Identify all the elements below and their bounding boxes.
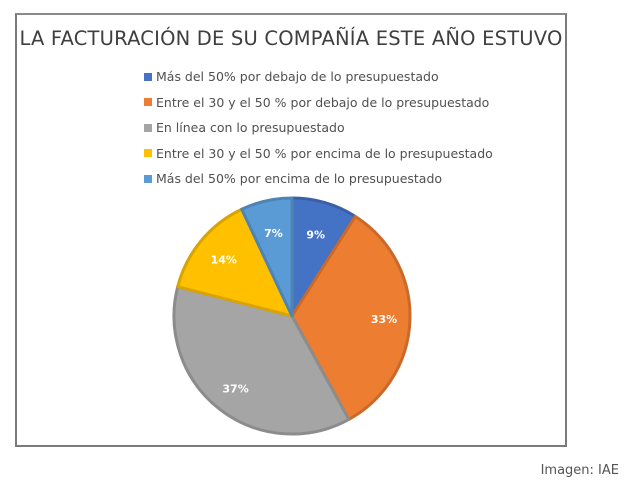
legend-swatch <box>144 72 152 81</box>
legend-swatch <box>144 98 152 107</box>
legend-swatch <box>144 174 152 183</box>
slice-data-label: 33% <box>371 313 397 326</box>
slice-data-label: 14% <box>211 254 237 267</box>
slice-data-label: 9% <box>306 228 325 241</box>
pie-slice <box>240 196 294 318</box>
chart-legend: Más del 50% por debajo de lo presupuesta… <box>144 64 493 192</box>
legend-item: Entre el 30 y el 50 % por encima de lo p… <box>144 141 493 167</box>
legend-item: En línea con lo presupuestado <box>144 115 493 141</box>
legend-label: Más del 50% por encima de lo presupuesta… <box>156 171 443 187</box>
slice-data-label: 7% <box>264 227 283 240</box>
legend-item: Más del 50% por encima de lo presupuesta… <box>144 166 493 192</box>
legend-label: Más del 50% por debajo de lo presupuesta… <box>156 69 439 85</box>
legend-label: En línea con lo presupuestado <box>156 120 345 136</box>
pie-slice <box>172 285 351 436</box>
legend-label: Entre el 30 y el 50 % por debajo de lo p… <box>156 94 490 110</box>
legend-swatch <box>144 123 152 132</box>
image-caption: Imagen: IAE <box>540 463 619 478</box>
pie-slice <box>176 207 294 318</box>
legend-item: Más del 50% por debajo de lo presupuesta… <box>144 64 493 90</box>
slice-data-label: 37% <box>222 383 248 396</box>
legend-swatch <box>144 149 152 158</box>
chart-title: LA FACTURACIÓN DE SU COMPAÑÍA ESTE AÑO E… <box>19 27 563 50</box>
legend-label: Entre el 30 y el 50 % por encima de lo p… <box>156 145 493 161</box>
legend-item: Entre el 30 y el 50 % por debajo de lo p… <box>144 90 493 116</box>
